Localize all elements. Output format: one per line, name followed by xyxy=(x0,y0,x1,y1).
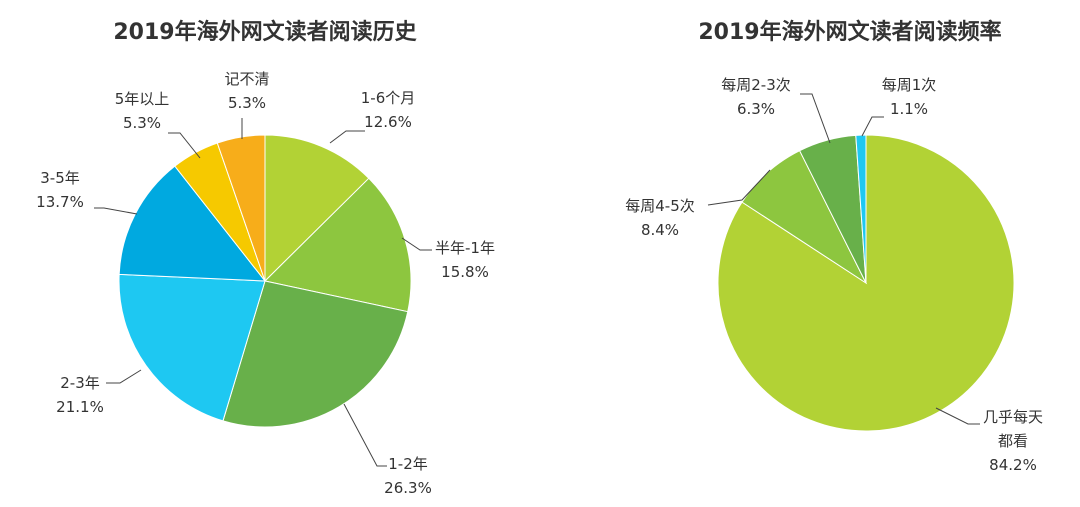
chart-title-reading-history: 2019年海外网文读者阅读历史 xyxy=(113,20,417,45)
pie-1-value-5: 13.7% xyxy=(36,193,84,211)
pie-1-leader-1 xyxy=(329,130,365,144)
pie-1-leader-2 xyxy=(401,237,432,251)
pie-2-value-3: 6.3% xyxy=(737,100,775,118)
pie-1-slice-3 xyxy=(222,280,409,428)
pie-1-slice-4 xyxy=(118,273,266,422)
pie-1-value-2: 15.8% xyxy=(441,263,489,281)
pie-1-label-1: 1-6个月 xyxy=(361,89,416,107)
pie-2-value-1: 84.2% xyxy=(989,456,1037,474)
pie-2-label-1-line-2: 都看 xyxy=(998,432,1028,450)
pie-1-slice-7 xyxy=(216,134,266,282)
pie-2-label-4: 每周1次 xyxy=(882,76,937,94)
pie-2-slice-4 xyxy=(855,134,867,284)
chart-title-reading-frequency: 2019年海外网文读者阅读频率 xyxy=(698,20,1002,45)
pie-2-leader-4 xyxy=(861,116,884,137)
pie-1-label-3: 1-2年 xyxy=(388,455,428,473)
pie-2-label-1-line-1: 几乎每天 xyxy=(983,408,1043,426)
pie-1-slice-5 xyxy=(118,165,267,282)
pie-1-label-4: 2-3年 xyxy=(60,374,100,392)
pie-1-label-5: 3-5年 xyxy=(40,169,80,187)
pie-1-value-6: 5.3% xyxy=(123,114,161,132)
pie-1-value-1: 12.6% xyxy=(364,113,412,131)
pie-1-label-7: 记不清 xyxy=(224,70,269,88)
pie-1-value-3: 26.3% xyxy=(384,479,432,497)
pie-2-value-2: 8.4% xyxy=(641,221,679,239)
pie-2-leader-3 xyxy=(800,93,831,144)
pie-2-label-2: 每周4-5次 xyxy=(625,197,695,215)
pie-2-label-3: 每周2-3次 xyxy=(721,76,791,94)
pie-2 xyxy=(717,134,1015,432)
pie-1-label-2: 半年-1年 xyxy=(435,239,495,257)
pie-2-leader-2 xyxy=(707,169,771,206)
pie-2-value-4: 1.1% xyxy=(890,100,928,118)
pie-1 xyxy=(118,134,412,428)
pie-1-leader-4 xyxy=(106,369,142,384)
pie-1-leader-3 xyxy=(343,403,387,467)
pie-2-leader-1 xyxy=(935,407,980,425)
pie-1-value-4: 21.1% xyxy=(56,398,104,416)
pie-1-slice-1 xyxy=(264,134,370,283)
pie-1-label-6: 5年以上 xyxy=(115,90,170,108)
pie-1-leader-6 xyxy=(168,132,201,159)
pie-1-leader-5 xyxy=(94,207,138,215)
pie-1-value-7: 5.3% xyxy=(228,94,266,112)
